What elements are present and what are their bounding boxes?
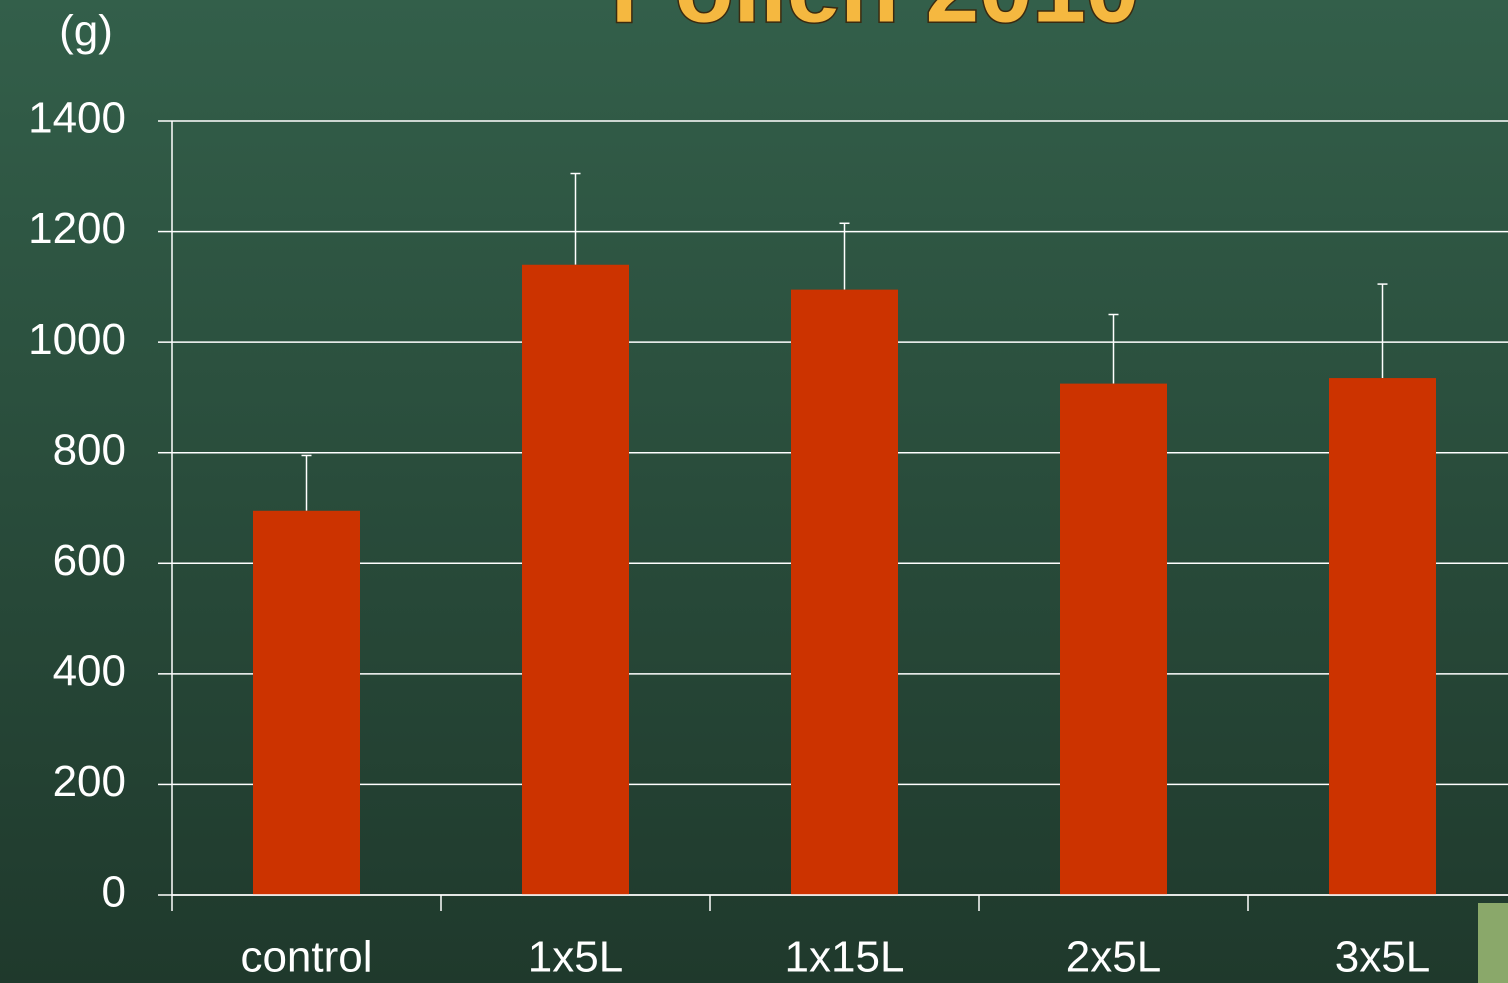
y-tick-label: 1400 bbox=[28, 94, 126, 143]
bar bbox=[522, 264, 629, 895]
bar bbox=[1329, 378, 1436, 895]
x-tick-label: 3x5L bbox=[1335, 933, 1430, 982]
bar bbox=[1060, 383, 1167, 895]
y-tick-label: 800 bbox=[53, 425, 126, 474]
y-tick-label: 200 bbox=[53, 757, 126, 806]
y-tick-label: 400 bbox=[53, 646, 126, 695]
y-axis-label: (g) bbox=[59, 7, 113, 56]
y-tick-label: 1200 bbox=[28, 204, 126, 253]
y-tick-label: 600 bbox=[53, 536, 126, 585]
bar bbox=[253, 510, 360, 895]
y-tick-label: 0 bbox=[102, 868, 126, 917]
x-tick-label: 1x5L bbox=[528, 933, 623, 982]
x-tick-label: control bbox=[240, 933, 372, 982]
x-tick-label: 2x5L bbox=[1066, 933, 1161, 982]
x-tick-label: 1x15L bbox=[785, 933, 905, 982]
chart-title: Pollen 2010 bbox=[611, 0, 1139, 42]
y-tick-label: 1000 bbox=[28, 315, 126, 364]
corner-photo bbox=[1478, 903, 1508, 983]
bar bbox=[791, 289, 898, 895]
